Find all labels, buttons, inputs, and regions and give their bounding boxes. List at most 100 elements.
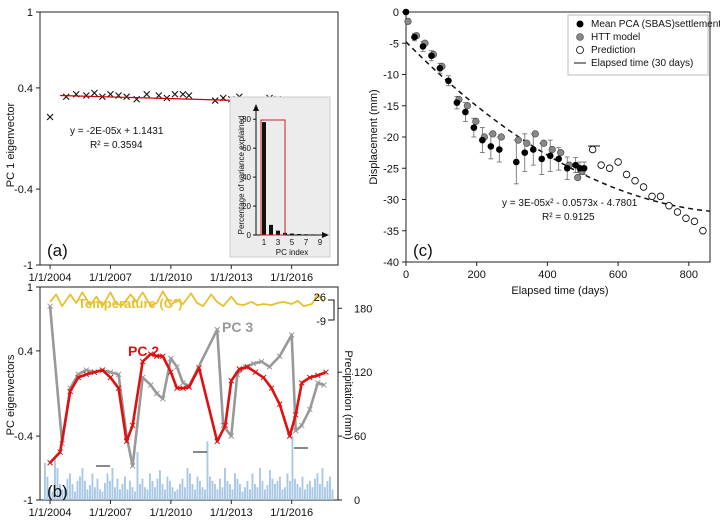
precipitation-bar xyxy=(204,489,206,500)
inset-y-label: Percentage of variance explained xyxy=(237,116,246,235)
prediction-point xyxy=(682,214,690,222)
precipitation-bar xyxy=(134,491,136,500)
precipitation-bar xyxy=(126,489,129,500)
pc3-point xyxy=(315,379,321,386)
panel-c-equation: y = 3E-05x² - 0.0573x - 4.7801 xyxy=(502,198,638,209)
panel-b-y2-tick-label: 120 xyxy=(354,367,372,379)
pc2-point xyxy=(298,379,305,386)
pc2-point xyxy=(99,367,106,373)
legend-box xyxy=(567,14,709,76)
legend-text-mean: Mean PCA (SBAS)settlement xyxy=(591,19,720,30)
pc2-point xyxy=(244,364,251,370)
panel-a-point xyxy=(107,90,114,98)
pc2-point xyxy=(196,365,202,371)
prediction-point xyxy=(614,158,622,166)
pc2-point xyxy=(47,459,53,466)
panel-c-y-tick-label: -5 xyxy=(389,38,399,50)
inset-x-tick-label: 1 xyxy=(262,238,267,247)
panel-a-y-tick-label: -1 xyxy=(23,260,33,272)
prediction-point xyxy=(631,177,639,185)
precipitation-bar xyxy=(324,487,326,500)
panel-b-precipitation-bars xyxy=(44,436,334,500)
inset-bar xyxy=(276,230,280,235)
precipitation-bar xyxy=(154,487,156,500)
pc2-point xyxy=(222,422,229,429)
precipitation-bar xyxy=(254,484,256,500)
pc2-point xyxy=(75,374,82,381)
inset-background xyxy=(229,96,331,258)
precipitation-bar xyxy=(306,484,309,500)
legend-marker-mean xyxy=(576,20,584,28)
mean-pca-point xyxy=(402,8,410,16)
precipitation-bar xyxy=(61,489,64,500)
pc2-point xyxy=(67,388,74,395)
panel-a-x-ticks: 1/1/2004 1/1/2007 1/1/2010 1/1/2013 1/1/2016 xyxy=(29,265,313,284)
pc3-point xyxy=(214,326,221,333)
inset-x-tick-label: 3 xyxy=(276,238,281,247)
precipitation-bar xyxy=(299,487,301,500)
panel-a-x-tick-label: 1/1/2013 xyxy=(210,272,253,284)
precipitation-bar xyxy=(139,484,141,500)
inset-bar xyxy=(304,234,308,235)
precipitation-bar xyxy=(291,436,294,500)
panel-a-frame xyxy=(39,11,339,266)
mean-pca-point xyxy=(479,136,486,144)
precipitation-bar xyxy=(104,482,106,500)
panel-c-r2: R² = 0.9125 xyxy=(542,212,595,223)
panel-b-x-tick-label: 1/1/2016 xyxy=(270,507,313,519)
precipitation-bar xyxy=(79,476,81,500)
precipitation-bar xyxy=(284,487,286,500)
pc3-point xyxy=(306,406,313,413)
precipitation-bar xyxy=(121,484,124,500)
panel-a-label: (a) xyxy=(47,241,68,260)
htt-model-point xyxy=(404,17,412,25)
precipitation-bar xyxy=(194,489,196,500)
temperature-scale-min: -9 xyxy=(316,316,326,328)
pc3-point xyxy=(288,332,295,338)
htt-model-point xyxy=(472,117,480,125)
pc3-point xyxy=(321,382,327,388)
panel-c-points xyxy=(402,8,707,235)
precipitation-bar xyxy=(209,476,211,500)
panel-a-point xyxy=(82,92,90,99)
precipitation-bar xyxy=(286,473,289,500)
precipitation-bar xyxy=(269,470,271,500)
precipitation-bar xyxy=(329,476,331,500)
prediction-point xyxy=(605,164,614,172)
inset-bar xyxy=(311,234,315,235)
pc2-point xyxy=(123,438,130,445)
legend-text-prediction: Prediction xyxy=(591,45,635,56)
panel-b-x-tick-label: 1/1/2007 xyxy=(89,507,132,519)
panel-b-y2-ticks: 180 120 60 0 xyxy=(338,303,372,507)
precipitation-bar xyxy=(279,476,281,500)
pc2-point xyxy=(286,433,293,439)
panel-a-y-tick-label: 1 xyxy=(27,7,33,19)
panel-a-y-label: PC 1 eigenvector xyxy=(5,102,17,187)
precipitation-bar xyxy=(231,489,234,500)
precipitation-bar xyxy=(311,487,314,500)
precipitation-bar xyxy=(224,468,226,500)
precipitation-bar xyxy=(296,484,299,500)
panel-a-x-tick-label: 1/1/2004 xyxy=(29,272,72,284)
mean-pca-point xyxy=(487,143,495,150)
pc3-point xyxy=(258,358,265,365)
precipitation-bar xyxy=(111,468,114,500)
pc2-point xyxy=(306,374,313,381)
precipitation-bar xyxy=(54,457,56,500)
precipitation-bar xyxy=(181,478,184,500)
precipitation-bar xyxy=(144,487,146,500)
panel-a-y-tick-label: 0.4 xyxy=(18,83,33,95)
pc3-point xyxy=(159,395,166,402)
htt-model-point xyxy=(523,139,531,147)
panel-a: 10.4-0.4-1 1/1/2004 1/1/2007 1/1/2010 1/1/2… xyxy=(5,7,339,284)
panel-b-x-tick-label: 1/1/2013 xyxy=(210,507,253,519)
pc2-point xyxy=(83,371,90,378)
mean-pca-point xyxy=(580,164,588,172)
precipitation-bar xyxy=(174,491,176,500)
htt-model-point xyxy=(497,133,505,141)
htt-model-point xyxy=(514,136,522,144)
panel-c-y-ticks: 0 -5 -10 -15 -20 -25 -30 -35 -40 xyxy=(383,7,406,269)
precipitation-bar xyxy=(51,491,54,500)
precipitation-bar xyxy=(86,489,89,500)
